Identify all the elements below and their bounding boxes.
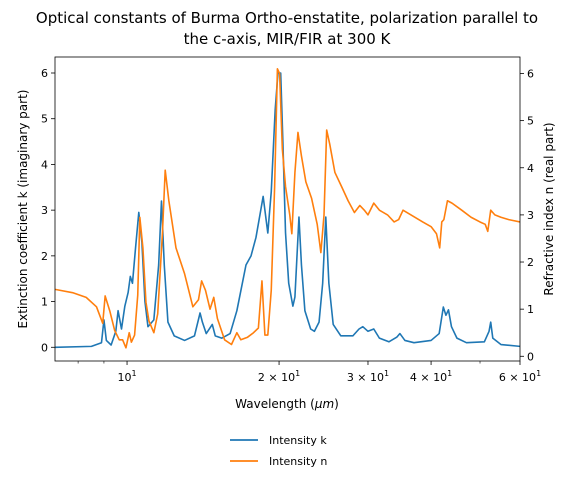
plot-area — [55, 67, 520, 349]
y-left-tick-label: 2 — [41, 250, 48, 263]
y-axis-left-label: Extinction coefficient k (imaginary part… — [16, 90, 30, 329]
x-tick-label: 3 × 101 — [347, 369, 389, 384]
y-left-tick-label: 6 — [41, 67, 48, 80]
y-left-tick-label: 1 — [41, 296, 48, 309]
y-right-tick-label: 6 — [527, 67, 534, 80]
y-axis-right-label: Refractive index n (real part) — [542, 122, 556, 295]
x-tick-label: 101 — [117, 369, 136, 384]
y-left-tick-label: 3 — [41, 204, 48, 217]
chart-title-line-2: the c-axis, MIR/FIR at 300 K — [184, 30, 392, 48]
chart-title-line-1: Optical constants of Burma Ortho-enstati… — [36, 9, 538, 27]
series-line-k — [55, 72, 520, 349]
y-left-tick-label: 5 — [41, 113, 48, 126]
legend-label-n: Intensity n — [269, 455, 327, 468]
y-right-tick-label: 4 — [527, 162, 534, 175]
y-left-tick-label: 0 — [41, 341, 48, 354]
y-left-tick-label: 4 — [41, 158, 48, 171]
plot-frame — [54, 56, 521, 362]
x-tick-label: 4 × 101 — [410, 369, 452, 384]
legend-label-k: Intensity k — [269, 434, 327, 447]
x-tick-label: 6 × 101 — [499, 369, 541, 384]
legend: Intensity k Intensity n — [230, 434, 327, 468]
series-line-n — [55, 67, 520, 349]
y-right-tick-label: 1 — [527, 303, 534, 316]
y-right-tick-label: 5 — [527, 115, 534, 128]
y-right-tick-label: 2 — [527, 256, 534, 269]
y-right-tick-label: 3 — [527, 209, 534, 222]
y-right-tick-label: 0 — [527, 350, 534, 363]
x-axis-label: Wavelength (μm) — [235, 397, 339, 411]
x-axis: 101 2 × 101 3 × 101 4 × 101 6 × 101 — [77, 361, 541, 384]
y-axis-right: 0 1 2 3 4 5 6 — [520, 67, 534, 363]
y-axis-left: 0 1 2 3 4 5 6 — [41, 67, 55, 354]
x-tick-label: 2 × 101 — [258, 369, 300, 384]
